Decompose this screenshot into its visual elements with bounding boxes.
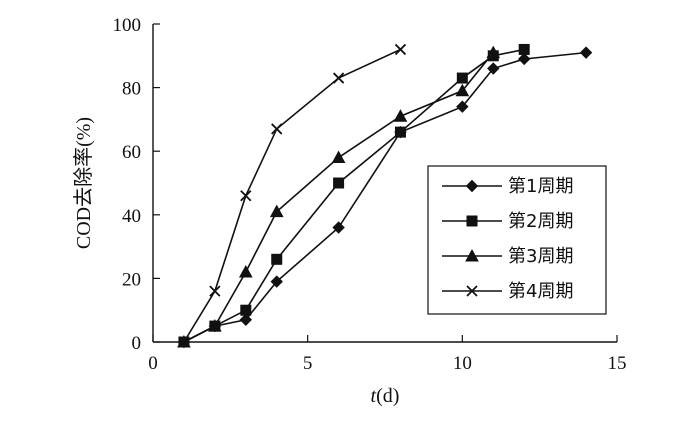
series-4-point bbox=[209, 285, 221, 297]
legend-item-3: 第3周期 bbox=[442, 246, 573, 267]
series-3-point bbox=[455, 83, 470, 97]
series-4 bbox=[178, 43, 407, 348]
series-2-point bbox=[518, 43, 530, 55]
x-mark-stroke bbox=[332, 72, 345, 84]
y-tick-label: 100 bbox=[113, 15, 142, 36]
series-3-point bbox=[393, 109, 408, 122]
legend-label: 第4周期 bbox=[508, 281, 573, 302]
x-axis-title-unit: (d) bbox=[376, 385, 399, 407]
legend-label: 第2周期 bbox=[508, 211, 573, 232]
x-mark-stroke bbox=[209, 285, 221, 297]
legend-label: 第3周期 bbox=[508, 246, 573, 267]
series-2-point bbox=[394, 126, 406, 138]
legend-marker bbox=[466, 285, 478, 297]
legend-marker bbox=[466, 215, 478, 227]
legend-label: 第1周期 bbox=[508, 176, 573, 197]
series-1-point bbox=[517, 52, 531, 66]
series-2-point bbox=[456, 72, 468, 84]
series-1-point bbox=[332, 221, 345, 234]
series-2-point bbox=[333, 177, 345, 189]
x-axis-title: t(d) bbox=[371, 385, 400, 407]
series-1-point bbox=[239, 313, 253, 326]
legend-item-4: 第4周期 bbox=[442, 281, 573, 302]
y-axis-title: COD去除率(%) bbox=[72, 117, 95, 249]
y-tick-label: 60 bbox=[122, 142, 141, 163]
series-1-point bbox=[487, 62, 500, 75]
series-3-point bbox=[331, 150, 346, 164]
series-1-line bbox=[183, 51, 587, 343]
x-tick-label: 5 bbox=[303, 353, 313, 374]
series-4-point bbox=[394, 43, 407, 56]
x-mark-stroke bbox=[271, 123, 283, 135]
series-2-point bbox=[271, 253, 283, 265]
y-tick-label: 0 bbox=[132, 333, 142, 354]
series-3-point bbox=[238, 264, 253, 278]
y-tick-label: 80 bbox=[122, 79, 141, 100]
legend-marker bbox=[465, 248, 479, 262]
x-mark-stroke bbox=[394, 43, 407, 56]
x-mark-stroke bbox=[240, 190, 252, 202]
series-3-line bbox=[183, 52, 494, 343]
series-3-point bbox=[269, 204, 284, 218]
x-tick-label: 0 bbox=[148, 353, 158, 374]
x-tick-label: 10 bbox=[453, 353, 472, 374]
series-layer bbox=[177, 43, 593, 349]
x-mark-stroke bbox=[466, 285, 478, 297]
legend-box bbox=[427, 165, 607, 315]
series-3-point bbox=[208, 319, 222, 332]
x-axis-title-italic: t bbox=[371, 385, 377, 407]
series-4-point bbox=[240, 190, 252, 202]
y-tick-label: 20 bbox=[122, 269, 141, 290]
series-4-point bbox=[332, 72, 345, 84]
series-4-point bbox=[271, 123, 283, 135]
series-2-point bbox=[240, 304, 252, 316]
legend-marker bbox=[465, 179, 479, 193]
series-1-point bbox=[456, 100, 469, 113]
series-4-point bbox=[178, 336, 190, 348]
x-tick-label: 15 bbox=[608, 353, 627, 374]
series-1-point bbox=[579, 46, 593, 59]
axes: 0 20 40 60 80 100 0 5 10 15 bbox=[113, 15, 627, 374]
y-tick-label: 40 bbox=[122, 206, 141, 227]
series-3-point bbox=[486, 45, 501, 59]
series-1-point bbox=[270, 275, 283, 288]
series-4-line bbox=[183, 48, 401, 343]
legend-item-1: 第1周期 bbox=[442, 176, 573, 197]
legend-item-2: 第2周期 bbox=[442, 211, 573, 232]
x-mark-stroke bbox=[178, 336, 190, 348]
